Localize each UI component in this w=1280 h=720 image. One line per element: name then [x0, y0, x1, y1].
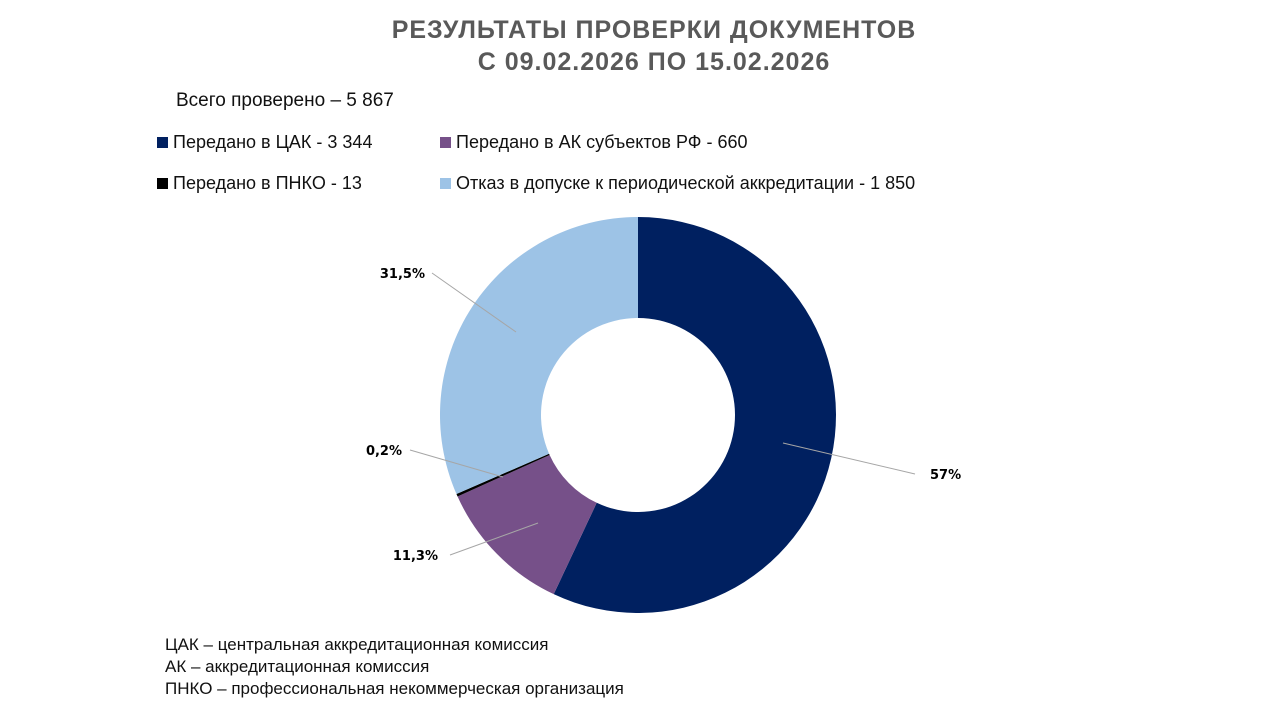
- chart-title-line-1: РЕЗУЛЬТАТЫ ПРОВЕРКИ ДОКУМЕНТОВ: [391, 16, 917, 44]
- data-label: 11,3%: [393, 549, 438, 564]
- donut-slice: [457, 454, 597, 595]
- data-label: 31,5%: [380, 267, 425, 282]
- data-label: 0,2%: [366, 444, 402, 459]
- note-cak: ЦАК – центральная аккредитационная комис…: [165, 635, 549, 654]
- donut-slice: [456, 453, 550, 497]
- leader-line: [431, 272, 517, 333]
- leader-line: [449, 522, 539, 556]
- leader-line: [409, 449, 504, 478]
- legend-label: Передано в ЦАК - 3 344: [173, 132, 373, 152]
- donut-slice: [439, 216, 638, 495]
- data-label: 57%: [930, 468, 961, 483]
- total-checked: Всего проверено – 5 867: [176, 90, 394, 111]
- note-pnko: ПНКО – профессиональная некоммерческая о…: [165, 679, 624, 698]
- note-ak: АК – аккредитационная комиссия: [165, 657, 430, 676]
- legend-swatch: [157, 178, 168, 189]
- donut-slice: [553, 217, 836, 613]
- legend-label: Передано в АК субъектов РФ - 660: [456, 132, 748, 152]
- chart-title-line-2: С 09.02.2026 ПО 15.02.2026: [477, 48, 831, 76]
- legend-item-ak: Передано в АК субъектов РФ - 660: [440, 132, 747, 153]
- legend-item-pnko: Передано в ПНКО - 13: [157, 173, 362, 194]
- legend-swatch: [440, 178, 451, 189]
- legend-swatch: [440, 137, 451, 148]
- legend-label: Отказ в допуске к периодической аккредит…: [456, 173, 916, 193]
- legend-item-refusal: Отказ в допуске к периодической аккредит…: [440, 173, 915, 194]
- legend-swatch: [157, 137, 168, 148]
- leader-line: [782, 442, 916, 475]
- legend-item-cak: Передано в ЦАК - 3 344: [157, 132, 372, 153]
- legend-label: Передано в ПНКО - 13: [173, 173, 362, 193]
